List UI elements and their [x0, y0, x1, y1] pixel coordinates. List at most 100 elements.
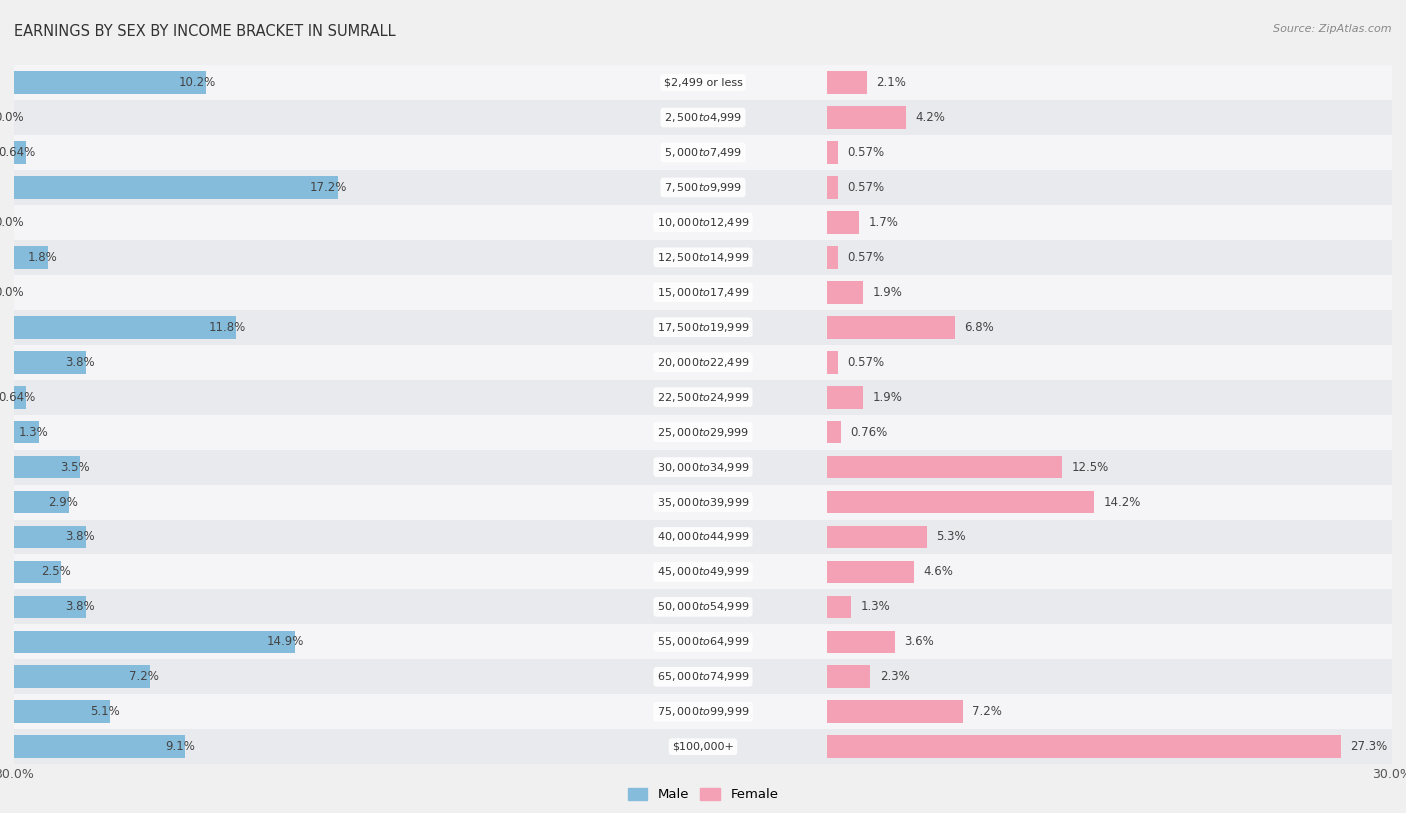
Bar: [14, 380, 579, 415]
Bar: [14, 659, 579, 694]
Bar: [827, 380, 1392, 415]
Text: 0.57%: 0.57%: [848, 251, 884, 263]
Text: $75,000 to $99,999: $75,000 to $99,999: [657, 706, 749, 718]
Text: $12,500 to $14,999: $12,500 to $14,999: [657, 251, 749, 263]
Bar: [827, 415, 1392, 450]
Text: 6.8%: 6.8%: [965, 321, 994, 333]
Text: 1.9%: 1.9%: [872, 286, 903, 298]
Bar: [14, 240, 579, 275]
Text: $65,000 to $74,999: $65,000 to $74,999: [657, 671, 749, 683]
Bar: [827, 526, 927, 548]
Bar: [827, 596, 852, 618]
Bar: [827, 450, 1392, 485]
Bar: [827, 456, 1063, 478]
Text: 10.2%: 10.2%: [179, 76, 215, 89]
Bar: [14, 701, 110, 723]
Text: 14.2%: 14.2%: [1104, 496, 1142, 508]
Bar: [14, 729, 579, 764]
Bar: [579, 345, 827, 380]
Bar: [14, 386, 27, 408]
Bar: [827, 72, 866, 93]
Bar: [579, 450, 827, 485]
Bar: [827, 351, 838, 373]
Text: $45,000 to $49,999: $45,000 to $49,999: [657, 566, 749, 578]
Bar: [827, 666, 870, 688]
Bar: [827, 561, 914, 583]
Bar: [14, 141, 27, 163]
Bar: [579, 729, 827, 764]
Bar: [579, 624, 827, 659]
Text: 5.3%: 5.3%: [936, 531, 966, 543]
Text: 2.3%: 2.3%: [880, 671, 910, 683]
Bar: [827, 100, 1392, 135]
Bar: [14, 624, 579, 659]
Text: 0.0%: 0.0%: [0, 111, 24, 124]
Text: 1.9%: 1.9%: [872, 391, 903, 403]
Bar: [14, 526, 86, 548]
Text: $5,000 to $7,499: $5,000 to $7,499: [664, 146, 742, 159]
Bar: [14, 491, 69, 513]
Text: 11.8%: 11.8%: [208, 321, 246, 333]
Text: $22,500 to $24,999: $22,500 to $24,999: [657, 391, 749, 403]
Bar: [14, 65, 579, 100]
Text: 7.2%: 7.2%: [129, 671, 159, 683]
Legend: Male, Female: Male, Female: [623, 782, 783, 806]
Text: $15,000 to $17,499: $15,000 to $17,499: [657, 286, 749, 298]
Bar: [827, 176, 838, 198]
Bar: [827, 624, 1392, 659]
Bar: [14, 554, 579, 589]
Bar: [579, 520, 827, 554]
Text: $10,000 to $12,499: $10,000 to $12,499: [657, 216, 749, 228]
Text: 3.6%: 3.6%: [904, 636, 934, 648]
Text: $2,499 or less: $2,499 or less: [664, 77, 742, 88]
Bar: [827, 694, 1392, 729]
Text: 4.6%: 4.6%: [924, 566, 953, 578]
Bar: [14, 631, 295, 653]
Text: 3.8%: 3.8%: [66, 356, 96, 368]
Text: Source: ZipAtlas.com: Source: ZipAtlas.com: [1274, 24, 1392, 34]
Bar: [14, 345, 579, 380]
Bar: [14, 246, 48, 268]
Bar: [579, 170, 827, 205]
Text: EARNINGS BY SEX BY INCOME BRACKET IN SUMRALL: EARNINGS BY SEX BY INCOME BRACKET IN SUM…: [14, 24, 395, 39]
Text: 0.57%: 0.57%: [848, 356, 884, 368]
Bar: [579, 380, 827, 415]
Text: 1.7%: 1.7%: [869, 216, 898, 228]
Text: $7,500 to $9,999: $7,500 to $9,999: [664, 181, 742, 193]
Bar: [827, 205, 1392, 240]
Bar: [14, 170, 579, 205]
Bar: [14, 520, 579, 554]
Text: 0.64%: 0.64%: [0, 146, 35, 159]
Text: 14.9%: 14.9%: [267, 636, 304, 648]
Bar: [827, 701, 963, 723]
Bar: [827, 729, 1392, 764]
Bar: [14, 561, 60, 583]
Text: $55,000 to $64,999: $55,000 to $64,999: [657, 636, 749, 648]
Bar: [579, 240, 827, 275]
Bar: [827, 141, 838, 163]
Text: $50,000 to $54,999: $50,000 to $54,999: [657, 601, 749, 613]
Bar: [579, 310, 827, 345]
Bar: [827, 316, 955, 338]
Bar: [579, 205, 827, 240]
Bar: [14, 205, 579, 240]
Bar: [14, 72, 207, 93]
Bar: [14, 316, 236, 338]
Bar: [827, 421, 841, 443]
Bar: [14, 666, 149, 688]
Bar: [14, 100, 579, 135]
Bar: [579, 659, 827, 694]
Bar: [14, 310, 579, 345]
Bar: [579, 694, 827, 729]
Text: $30,000 to $34,999: $30,000 to $34,999: [657, 461, 749, 473]
Bar: [14, 135, 579, 170]
Text: 0.0%: 0.0%: [0, 286, 24, 298]
Bar: [827, 240, 1392, 275]
Bar: [827, 491, 1094, 513]
Bar: [827, 281, 863, 303]
Bar: [14, 351, 86, 373]
Text: 2.9%: 2.9%: [48, 496, 79, 508]
Text: $20,000 to $22,499: $20,000 to $22,499: [657, 356, 749, 368]
Bar: [827, 386, 863, 408]
Bar: [827, 211, 859, 233]
